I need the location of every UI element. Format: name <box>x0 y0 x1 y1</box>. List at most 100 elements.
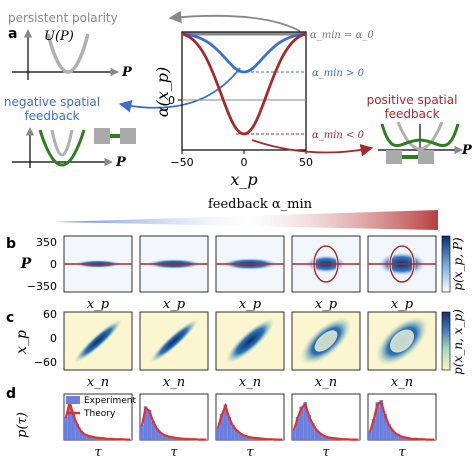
cell-bridge-neg <box>110 134 120 138</box>
potential-inset-negative: P <box>12 127 136 170</box>
panel-c-ytick-2: −60 <box>34 356 57 369</box>
panel-d-bar <box>147 409 152 440</box>
panel-b-ylabel: P <box>20 256 32 272</box>
panel-c-colorbar-label: p(x_n, x_p) <box>451 309 465 375</box>
potential-p-label-2: P <box>115 155 127 170</box>
potential-curve-grey <box>46 33 90 74</box>
panel-d-theory-2 <box>216 402 283 441</box>
panel-c-heatmaps: x_n x_n x_n x_n x_n <box>63 311 437 390</box>
panel-c-blob-2 <box>225 318 275 364</box>
panel-d-bar <box>390 429 395 440</box>
legend-experiment-text: Experiment <box>84 396 136 406</box>
panel-d-xlabel-1: τ <box>170 445 178 460</box>
panel-b-ytick-2: −350 <box>27 280 57 293</box>
panel-d-bar <box>246 436 250 440</box>
panel-d-bar <box>90 436 95 440</box>
panel-d-bar <box>303 402 308 440</box>
panel-c-blob-0 <box>73 319 123 363</box>
panel-d-bar <box>379 400 384 440</box>
panel-d-xlabel-0: τ <box>94 445 102 460</box>
panel-letter-a: a <box>8 26 17 42</box>
panel-d-bar <box>310 423 315 440</box>
panel-c-xlabel-3: x_n <box>315 375 337 390</box>
panel-b-xlabel-0: x_p <box>87 297 110 312</box>
panel-d-bar <box>170 437 174 440</box>
panel-d-bar <box>398 435 402 440</box>
panel-c-colorbar <box>441 311 451 371</box>
feedback-gradient-bar <box>54 210 438 230</box>
panel-d-bar <box>314 429 319 440</box>
panel-b-xlabel-4: x_p <box>391 297 414 312</box>
alpha-xtick-2: 50 <box>299 156 313 169</box>
panel-d-theory-0 <box>64 397 131 441</box>
alpha-ytick-0: 0 <box>168 94 175 107</box>
panel-letter-c: c <box>6 310 14 326</box>
panel-d-bar <box>227 416 232 440</box>
panel-d-bar <box>64 416 68 440</box>
panel-d-bar <box>67 400 72 440</box>
panel-d-bar <box>151 421 156 440</box>
panel-d-bar <box>234 429 239 440</box>
panel-d-xlabel-3: τ <box>322 445 330 460</box>
negative-feedback-label-2: feedback <box>24 109 79 123</box>
alpha-xtick-1: 0 <box>241 156 248 169</box>
panel-d-bar <box>307 414 311 440</box>
panel-c-density-4 <box>375 316 429 366</box>
panel-b-xlabel-1: x_p <box>163 297 186 312</box>
positive-feedback-label-2: feedback <box>384 107 439 121</box>
positive-feedback-label-1: positive spatial <box>367 93 458 107</box>
panel-c-density-1 <box>149 319 199 363</box>
alpha-positive-curve <box>181 32 307 74</box>
panel-d-bar <box>231 425 235 440</box>
alpha-xlabel: x_p <box>230 170 257 189</box>
panel-letter-d: d <box>6 386 16 402</box>
panel-d-bar <box>158 432 163 440</box>
panel-d-bar <box>143 406 148 440</box>
panel-d-bar <box>79 430 83 440</box>
panel-d-bar <box>94 437 98 440</box>
panel-c-blob-1 <box>149 319 199 363</box>
panel-d-bar <box>219 413 224 440</box>
panel-b-heatmaps: x_p x_p x_p x_p x_p <box>63 235 437 312</box>
potential-p-label: P <box>121 65 133 80</box>
legend-alpha-pos: α_min > 0 <box>312 68 365 79</box>
panel-c-density-0 <box>73 319 123 363</box>
panel-c-xlabel-4: x_n <box>391 375 413 390</box>
panel-b-xlabel-3: x_p <box>315 297 338 312</box>
potential-curve-green-pos <box>380 123 460 147</box>
panel-d-bar <box>250 437 254 440</box>
positive-arrow <box>251 139 374 157</box>
panel-d-bar <box>402 437 406 440</box>
panel-d-bar <box>155 428 159 440</box>
panel-b-colorbar-label: p(x_p, P) <box>451 237 465 291</box>
alpha-ylabel: α(x_p) <box>153 67 172 118</box>
panel-d-legend: Experiment Theory <box>66 396 136 419</box>
panel-c-xlabel-0: x_n <box>87 375 109 390</box>
panel-d-theory-1 <box>140 406 207 441</box>
panel-d-bar <box>375 402 380 440</box>
panel-d-xlabel-2: τ <box>246 445 254 460</box>
alpha-xtick-0: −50 <box>170 156 193 169</box>
cell-left-block-pos <box>386 150 402 164</box>
panel-d-bar <box>295 416 300 440</box>
panel-b-colorbar <box>441 235 451 293</box>
panel-d-bar <box>223 404 228 440</box>
panel-c-density-3 <box>300 317 352 365</box>
panel-d-bar <box>371 419 376 440</box>
panel-c-hole-3 <box>314 330 338 352</box>
panel-d-bar <box>216 427 220 440</box>
panel-d-bar <box>386 424 391 440</box>
panel-letter-b: b <box>6 236 16 252</box>
potential-axis-label: U(P) <box>44 29 74 44</box>
legend-alpha-const: α_min = α_0 <box>310 30 374 41</box>
panel-d-bar <box>140 425 144 440</box>
panel-c-xlabel-2: x_n <box>239 375 261 390</box>
panel-d-bar <box>322 435 326 440</box>
legend-alpha-neg: α_min < 0 <box>312 130 365 141</box>
persistent-arrow <box>168 10 301 32</box>
panel-d-bar <box>162 434 167 440</box>
potential-curve-green-neg <box>38 129 86 167</box>
panel-d-bar <box>326 437 330 440</box>
